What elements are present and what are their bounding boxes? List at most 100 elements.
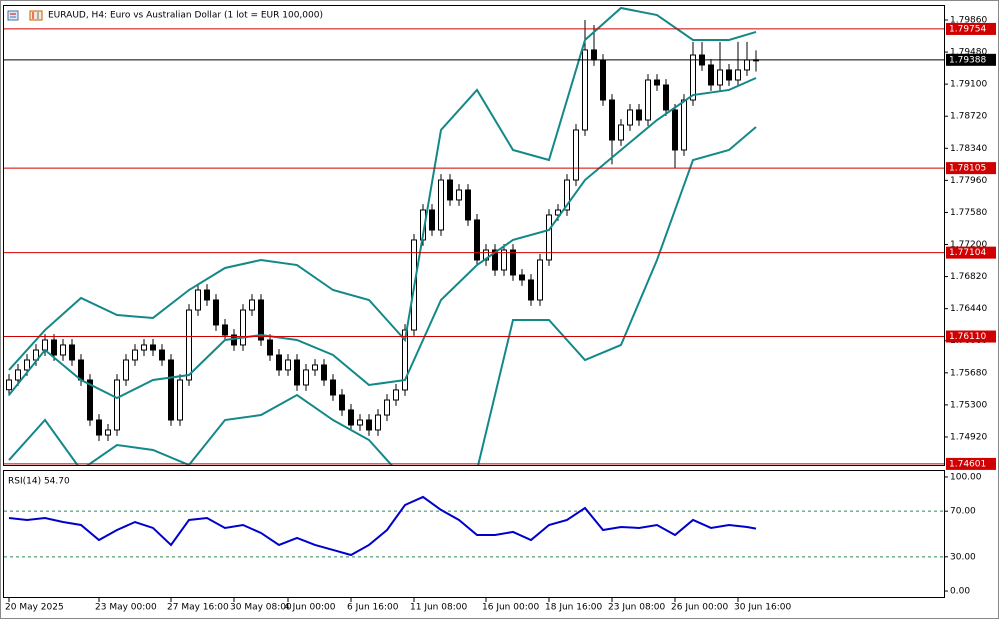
x-tick-label: 23 Jun 08:00: [608, 603, 665, 613]
price-level-tag: [946, 22, 996, 35]
candle-body: [15, 369, 21, 381]
candle-body: [42, 339, 48, 351]
candle-body: [690, 54, 696, 101]
rsi-plot: [4, 495, 944, 558]
bollinger-lower: [8, 126, 757, 465]
y-tick-label: 1.78340: [950, 144, 987, 154]
candle-body: [645, 79, 651, 121]
candle-body: [267, 339, 273, 356]
candle-body: [537, 259, 543, 301]
rsi-title: RSI(14) 54.70: [8, 477, 70, 487]
candle-body: [717, 69, 723, 86]
candle-body: [195, 289, 201, 311]
candle-body: [618, 124, 624, 141]
candle-body: [672, 109, 678, 151]
candle-body: [582, 49, 588, 131]
candle-body: [492, 249, 498, 271]
candle-body: [312, 364, 318, 371]
candle-body: [600, 59, 606, 101]
candle-body: [123, 359, 129, 381]
main-plot-border: [3, 5, 945, 466]
x-tick-label: 23 May 00:00: [95, 603, 157, 613]
candle-body: [735, 69, 741, 81]
x-tick-label: 6 Jun 16:00: [347, 603, 399, 613]
candle-body: [438, 179, 444, 231]
y-tick-label: 30.00: [950, 552, 976, 562]
candle-body: [114, 379, 120, 431]
candle-body: [456, 189, 462, 201]
candle-body: [24, 359, 30, 371]
candle-body: [402, 329, 408, 391]
candle-body: [132, 349, 138, 361]
candle-body: [393, 389, 399, 401]
x-tick-label: 16 Jun 00:00: [482, 603, 539, 613]
y-tick-label: 1.76820: [950, 272, 987, 282]
candle-body: [726, 69, 732, 81]
price-level-tag: [946, 53, 996, 66]
candle-body: [6, 379, 12, 391]
price-level-label: 1.76110: [949, 332, 986, 342]
price-level-label: 1.79754: [949, 24, 986, 34]
x-tick-label: 18 Jun 16:00: [545, 603, 602, 613]
candle-body: [627, 109, 633, 126]
y-tick-label: 1.78720: [950, 112, 987, 122]
candle-body: [357, 419, 363, 426]
y-tick-label: 1.79100: [950, 80, 987, 90]
candle-body: [348, 409, 354, 426]
y-tick-label: 1.79860: [950, 15, 987, 25]
rsi-plot-border: [3, 470, 945, 598]
chart-title: EURAUD, H4: Euro vs Australian Dollar (1…: [48, 11, 323, 21]
candle-body: [204, 289, 210, 301]
candle-body: [276, 354, 282, 371]
candle-body: [744, 59, 750, 71]
candle-body: [285, 359, 291, 371]
candle-body: [609, 99, 615, 141]
candle-body: [573, 129, 579, 181]
price-level-tag: [946, 457, 996, 470]
candle-body: [447, 179, 453, 201]
x-tick-label: 20 May 2025: [5, 603, 64, 613]
candle-body: [375, 414, 381, 431]
candle-body: [654, 79, 660, 86]
candle-body: [105, 429, 111, 436]
price-level-label: 1.78105: [949, 164, 986, 174]
y-tick-label: 1.75300: [950, 400, 987, 410]
candle-body: [366, 419, 372, 431]
candle-body: [528, 279, 534, 301]
y-tick-label: 1.77580: [950, 208, 987, 218]
candle-body: [177, 379, 183, 421]
y-tick-label: 0.00: [950, 587, 970, 597]
x-tick-label: 30 Jun 16:00: [734, 603, 791, 613]
candle-body: [150, 344, 156, 351]
y-tick-label: 1.77960: [950, 176, 987, 186]
candle-body: [249, 299, 255, 311]
candle-body: [141, 344, 147, 351]
price-level-label: 1.79388: [949, 55, 986, 65]
x-tick-label: 11 Jun 08:00: [410, 603, 467, 613]
candle-body: [303, 369, 309, 386]
candle-body: [429, 209, 435, 231]
candle-body: [321, 364, 327, 381]
price-level-tag: [946, 246, 996, 259]
main-plot: [4, 6, 944, 465]
candle-body: [510, 249, 516, 276]
candle-body: [591, 49, 597, 61]
x-tick-label: 30 May 08:00: [230, 603, 292, 613]
candle-body: [339, 394, 345, 411]
candle-body: [465, 189, 471, 221]
candle-body: [159, 349, 165, 361]
candle-body: [294, 359, 300, 386]
y-tick-label: 100.00: [950, 472, 982, 482]
candle-body: [240, 309, 246, 346]
y-tick-label: 1.75680: [950, 368, 987, 378]
candle-body: [222, 324, 228, 336]
candle-body: [519, 274, 525, 281]
candle-body: [708, 64, 714, 86]
candle-body: [51, 339, 57, 356]
candle-body: [87, 379, 93, 421]
y-tick-label: 1.79480: [950, 48, 987, 58]
candle-body: [213, 299, 219, 326]
candle-body: [474, 219, 480, 261]
